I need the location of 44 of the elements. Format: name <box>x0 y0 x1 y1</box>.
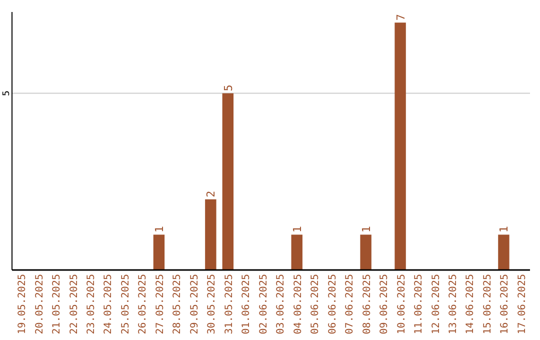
x-tick-label: 09.06.2025 <box>379 274 390 334</box>
bar <box>291 234 302 270</box>
x-tick-label: 20.05.2025 <box>34 274 46 334</box>
x-tick-label: 30.05.2025 <box>206 274 218 334</box>
data-label: 1 <box>360 226 373 233</box>
bar <box>222 93 234 270</box>
x-tick-label: 12.06.2025 <box>430 274 442 334</box>
x-tick-label: 25.05.2025 <box>120 274 132 334</box>
data-label: 1 <box>152 226 166 233</box>
x-tick-label: 10.06.2025 <box>396 274 408 334</box>
x-tick-label: 01.06.2025 <box>241 274 252 334</box>
x-tick-label: 22.05.2025 <box>68 274 80 334</box>
x-tick-label: 26.05.2025 <box>138 274 149 334</box>
data-label: 5 <box>222 84 235 92</box>
x-tick-label: 17.06.2025 <box>516 274 528 334</box>
x-tick-label: 27.05.2025 <box>154 274 166 334</box>
x-tick-label: 15.06.2025 <box>482 274 494 334</box>
data-label: 1 <box>498 226 511 233</box>
bar <box>498 234 510 270</box>
x-tick-label: 13.06.2025 <box>448 274 459 334</box>
bar <box>205 199 216 270</box>
data-label: 7 <box>394 14 408 21</box>
x-tick-label: 23.05.2025 <box>86 274 97 334</box>
data-label: 2 <box>204 190 218 198</box>
bar <box>153 234 165 270</box>
x-tick-label: 02.06.2025 <box>258 274 270 334</box>
x-tick-label: 08.06.2025 <box>362 274 373 334</box>
x-tick-label: 29.05.2025 <box>189 274 200 334</box>
x-tick-label: 21.05.2025 <box>52 274 63 334</box>
bar <box>360 234 372 270</box>
x-tick-label: 06.06.2025 <box>327 274 338 334</box>
x-tick-label: 31.05.2025 <box>224 274 235 334</box>
x-tick-label: 19.05.2025 <box>17 274 28 334</box>
x-tick-label: 24.05.2025 <box>103 274 114 334</box>
bar <box>394 22 406 270</box>
x-tick-label: 28.05.2025 <box>172 274 184 334</box>
x-tick-label: 03.06.2025 <box>276 274 287 334</box>
x-tick-label: 04.06.2025 <box>292 274 304 334</box>
data-label: 1 <box>290 226 304 233</box>
x-tick-label: 05.06.2025 <box>310 274 322 334</box>
x-tick-label: 07.06.2025 <box>344 274 356 334</box>
x-tick-label: 11.06.2025 <box>414 274 425 334</box>
x-tick-label: 14.06.2025 <box>465 274 476 334</box>
x-tick-label: 16.06.2025 <box>500 274 511 334</box>
